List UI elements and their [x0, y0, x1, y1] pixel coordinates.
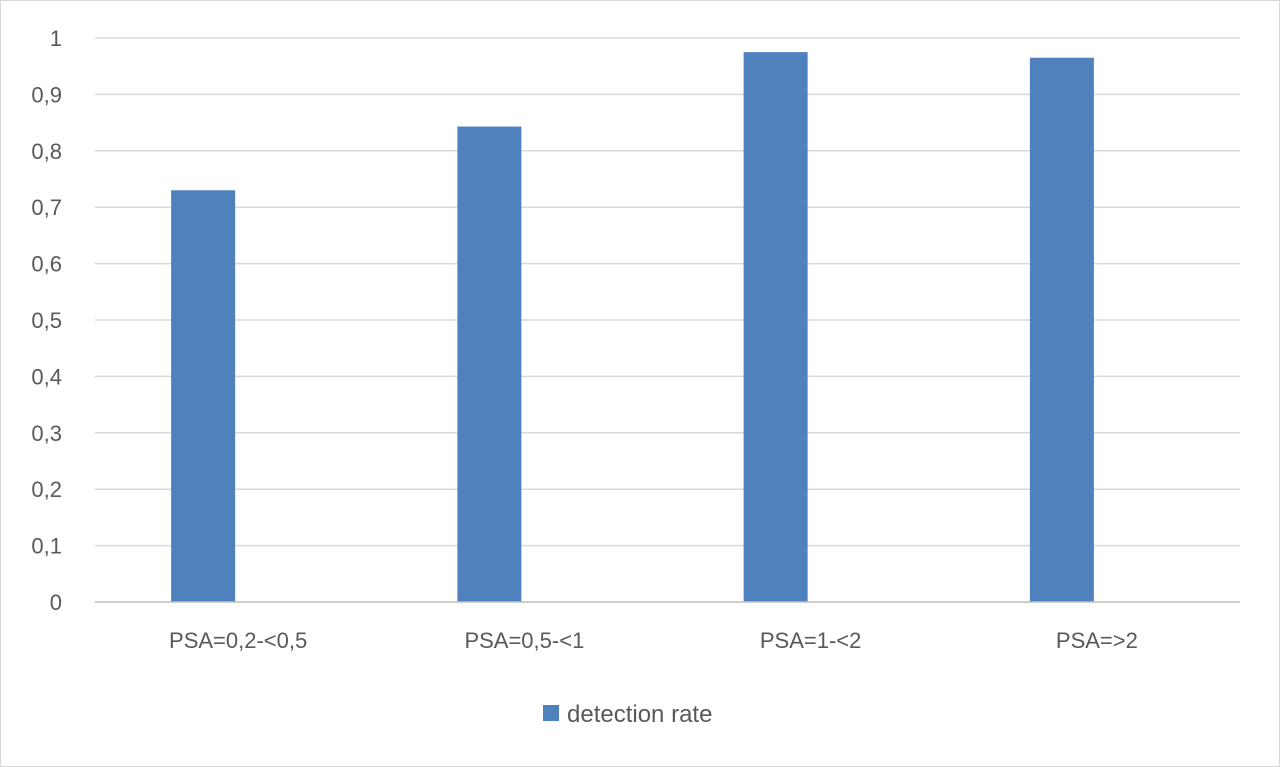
- x-category-label: PSA=1-<2: [760, 628, 862, 653]
- y-tick-label: 1: [50, 26, 62, 51]
- x-category-label: PSA=0,5-<1: [464, 628, 584, 653]
- bar-0: [171, 190, 236, 602]
- y-tick-label: 0,9: [31, 82, 62, 107]
- y-tick-label: 0,4: [31, 364, 62, 389]
- bar-2: [743, 52, 808, 603]
- legend: detection rate: [543, 701, 712, 728]
- y-tick-label: 0,6: [31, 252, 62, 277]
- y-tick-label: 0,7: [31, 195, 62, 220]
- bar-3: [1029, 57, 1094, 603]
- x-category-label: PSA=0,2-<0,5: [169, 628, 307, 653]
- y-tick-label: 0,1: [31, 534, 62, 559]
- bar-1: [457, 126, 522, 602]
- y-tick-label: 0,3: [31, 421, 62, 446]
- x-category-label: PSA=>2: [1056, 628, 1138, 653]
- bars: [171, 52, 1094, 603]
- legend-label-detection-rate: detection rate: [567, 701, 712, 728]
- y-tick-label: 0: [50, 590, 62, 615]
- legend-swatch-detection-rate: [543, 705, 559, 721]
- y-tick-label: 0,2: [31, 477, 62, 502]
- y-tick-label: 0,5: [31, 308, 62, 333]
- y-axis-ticks: 0 0,1 0,2 0,3 0,4 0,5 0,6 0,7 0,8 0,9 1: [31, 26, 62, 615]
- y-tick-label: 0,8: [31, 139, 62, 164]
- x-axis-categories: PSA=0,2-<0,5 PSA=0,5-<1 PSA=1-<2 PSA=>2: [169, 628, 1138, 653]
